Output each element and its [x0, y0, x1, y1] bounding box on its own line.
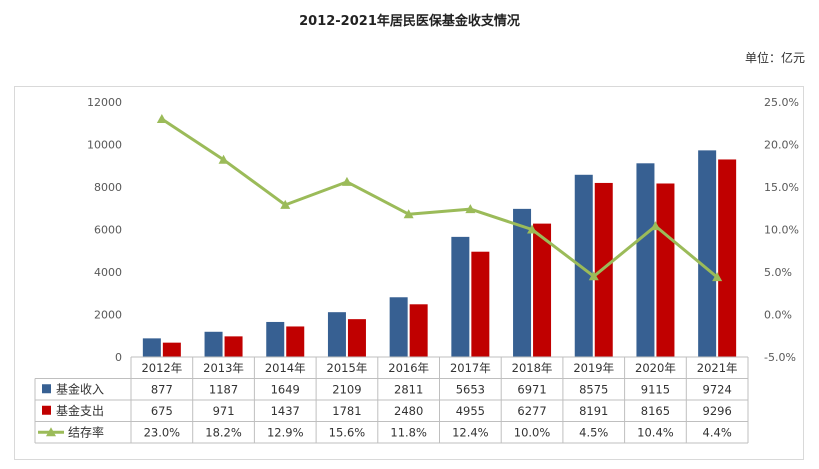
table-cell-value: 971: [213, 404, 235, 418]
y-right-tick-label: 25.0%: [764, 96, 799, 109]
table-cell-value: 2811: [394, 382, 423, 396]
x-category-label: 2016年: [388, 361, 429, 375]
line-point-marker: [218, 154, 229, 164]
table-cell-value: 8165: [641, 404, 670, 418]
x-category-label: 2018年: [512, 361, 553, 375]
unit-label: 单位：亿元: [744, 51, 805, 65]
y-right-tick-label: 10.0%: [764, 224, 799, 237]
y-left-tick-label: 4000: [94, 266, 122, 279]
bar-expense: [409, 304, 428, 357]
table-cell-value: 8191: [579, 404, 608, 418]
table-cell-value: 15.6%: [329, 425, 366, 439]
bar-income: [574, 174, 593, 357]
bar-income: [636, 163, 655, 357]
table-cell-value: 675: [151, 404, 173, 418]
table-cell-value: 4955: [456, 404, 485, 418]
table-cell-value: 8575: [579, 382, 608, 396]
table-cell-value: 10.4%: [637, 425, 674, 439]
bar-expense: [224, 336, 243, 357]
y-left-tick-label: 6000: [94, 224, 122, 237]
legend-swatch-marker: [46, 427, 56, 437]
legend-swatch: [42, 405, 51, 415]
y-left-tick-label: 0: [115, 351, 122, 364]
table-cell-value: 1781: [332, 404, 361, 418]
table-cell-value: 2480: [394, 404, 423, 418]
y-left-tick-label: 12000: [87, 96, 122, 109]
table-cell-value: 10.0%: [514, 425, 551, 439]
line-point-marker: [341, 176, 352, 186]
table-cell-value: 4.5%: [579, 425, 608, 439]
y-right-tick-label: 15.0%: [764, 181, 799, 194]
y-right-tick-label: -5.0%: [764, 351, 796, 364]
x-category-label: 2015年: [327, 361, 368, 375]
line-point-marker: [527, 224, 538, 234]
bar-expense: [718, 159, 737, 357]
bar-expense: [286, 326, 305, 357]
x-category-label: 2021年: [697, 361, 738, 375]
table-cell-value: 1649: [271, 382, 300, 396]
x-category-label: 2017年: [450, 361, 491, 375]
line-point-marker: [650, 221, 661, 231]
y-left-tick-label: 2000: [94, 309, 122, 322]
table-cell-value: 12.4%: [452, 425, 489, 439]
table-cell-value: 9115: [641, 382, 670, 396]
line-point-marker: [712, 272, 723, 282]
legend-label: 结存率: [68, 424, 104, 439]
x-category-label: 2019年: [573, 361, 614, 375]
bar-expense: [656, 183, 675, 357]
bar-income: [327, 312, 346, 357]
bar-expense: [162, 342, 181, 357]
legend-label: 基金收入: [56, 381, 104, 396]
table-cell-value: 12.9%: [267, 425, 304, 439]
table-cell-value: 9724: [703, 382, 732, 396]
bar-income: [698, 150, 717, 357]
bar-income: [266, 321, 285, 357]
table-cell-value: 18.2%: [205, 425, 242, 439]
table-cell-value: 1437: [271, 404, 300, 418]
y-right-tick-label: 5.0%: [764, 266, 792, 279]
x-category-label: 2020年: [635, 361, 676, 375]
legend-swatch: [42, 384, 51, 394]
y-left-tick-label: 10000: [87, 139, 122, 152]
table-cell-value: 4.4%: [703, 425, 732, 439]
line-balance-rate: [160, 117, 719, 279]
line-point-marker: [280, 199, 291, 209]
x-category-label: 2012年: [141, 361, 182, 375]
table-cell-value: 1187: [209, 382, 238, 396]
x-category-label: 2013年: [203, 361, 244, 375]
table-cell-value: 2109: [332, 382, 361, 396]
bar-expense: [471, 251, 490, 357]
bar-income: [142, 338, 161, 357]
table-cell-value: 6971: [517, 382, 546, 396]
bar-expense: [347, 319, 366, 357]
table-cell-value: 9296: [703, 404, 732, 418]
table-cell-value: 6277: [517, 404, 546, 418]
line-point-marker: [465, 204, 476, 214]
bar-income: [513, 208, 532, 357]
line-point-marker: [156, 114, 167, 123]
bar-income: [451, 236, 470, 357]
chart-frame: [14, 86, 804, 460]
table-cell-value: 11.8%: [390, 425, 427, 439]
table-cell-value: 5653: [456, 382, 485, 396]
y-right-tick-label: 20.0%: [764, 139, 799, 152]
chart-title: 2012-2021年居民医保基金收支情况: [299, 14, 520, 29]
table-cell-value: 23.0%: [144, 425, 181, 439]
legend-label: 基金支出: [56, 403, 104, 418]
table-cell-value: 877: [151, 382, 173, 396]
y-right-tick-label: 0.0%: [764, 309, 792, 322]
line-point-marker: [588, 271, 599, 281]
bar-income: [204, 331, 223, 357]
line-point-marker: [403, 209, 414, 219]
x-category-label: 2014年: [265, 361, 306, 375]
bar-expense: [533, 223, 552, 357]
y-left-tick-label: 8000: [94, 181, 122, 194]
bar-income: [389, 297, 408, 357]
